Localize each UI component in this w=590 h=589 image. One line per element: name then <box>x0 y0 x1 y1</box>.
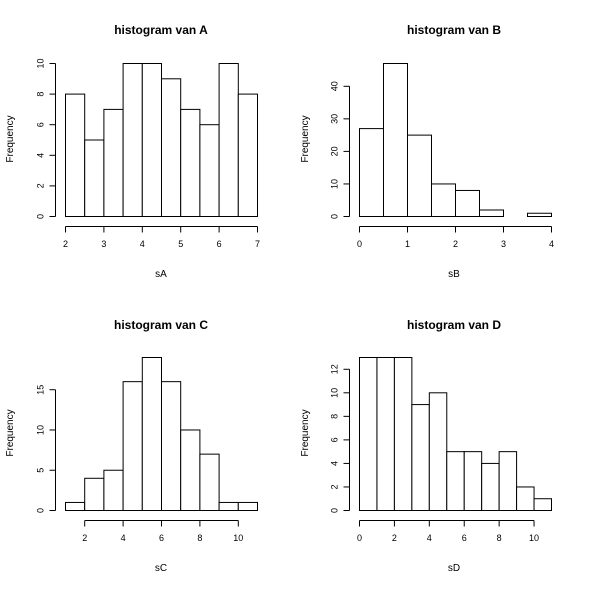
y-tick-label: 30 <box>329 114 339 124</box>
y-axis-title: Frequency <box>5 115 16 162</box>
y-axis-title: Frequency <box>300 115 311 162</box>
y-tick-label: 0 <box>329 508 339 513</box>
x-axis-title: sA <box>155 269 167 280</box>
y-tick-label: 4 <box>35 153 45 158</box>
histogram-bar <box>84 139 105 217</box>
x-tick-label: 3 <box>101 239 106 249</box>
histogram-bar <box>359 357 378 511</box>
histogram-bar <box>122 63 143 217</box>
histogram-bar <box>103 108 124 217</box>
histogram-bar <box>161 78 182 217</box>
panel-histogram-d: histogram van D sD Frequency 0 2 4 6 8 10 0 2 4 6… <box>300 318 553 574</box>
histogram-bar <box>411 404 430 512</box>
histogram-bar <box>481 462 500 511</box>
chart-title: histogram van C <box>114 318 208 332</box>
histogram-bar <box>199 453 220 512</box>
x-axis-title: sD <box>448 563 460 574</box>
x-tick-label: 2 <box>82 533 87 543</box>
histogram-bar <box>527 212 552 217</box>
y-tick-label: 40 <box>329 81 339 91</box>
y-tick-label: 2 <box>329 484 339 489</box>
histogram-bar <box>161 381 182 511</box>
histogram-bar <box>180 108 201 217</box>
histogram-bar <box>141 357 163 511</box>
histogram-bar <box>84 477 105 511</box>
y-tick-label: 15 <box>35 385 45 395</box>
y-tick-label: 10 <box>35 58 45 68</box>
y-tick-label: 4 <box>329 461 339 466</box>
histogram-bar <box>65 93 86 217</box>
histogram-bar <box>516 486 535 512</box>
x-axis-title: sB <box>448 269 460 280</box>
x-tick-label: 0 <box>357 239 362 249</box>
chart-title: histogram van B <box>407 23 501 37</box>
y-tick-label: 20 <box>329 146 339 156</box>
y-tick-label: 10 <box>35 425 45 435</box>
panel-histogram-a: histogram van A sA Frequency 2 3 4 5 6 7 0 2 4 6 8… <box>5 23 260 280</box>
x-tick-label: 6 <box>462 533 467 543</box>
y-tick-label: 0 <box>35 214 45 219</box>
y-axis-title: Frequency <box>300 409 311 456</box>
histogram-bar <box>407 134 432 217</box>
x-tick-label: 10 <box>529 533 539 543</box>
histogram-bar <box>237 93 259 217</box>
histogram-bar <box>103 469 124 512</box>
x-tick-label: 2 <box>392 533 397 543</box>
histogram-bar <box>218 501 239 511</box>
histogram-bar <box>65 501 86 511</box>
x-tick-label: 2 <box>453 239 458 249</box>
histogram-bar <box>455 189 480 217</box>
y-tick-label: 6 <box>329 437 339 442</box>
x-tick-label: 4 <box>427 533 432 543</box>
x-tick-label: 1 <box>405 239 410 249</box>
y-tick-label: 6 <box>35 122 45 127</box>
panel-histogram-c: histogram van C sC Frequency 2 4 6 8 10 0 5 10 1… <box>5 318 259 574</box>
y-axis-title: Frequency <box>5 409 16 456</box>
y-tick-label: 8 <box>329 414 339 419</box>
histogram-bar <box>141 63 163 217</box>
x-tick-label: 4 <box>121 533 126 543</box>
x-tick-label: 8 <box>197 533 202 543</box>
histogram-bar <box>218 63 239 217</box>
histogram-bar <box>479 209 504 218</box>
y-tick-label: 0 <box>35 508 45 513</box>
histogram-bar <box>180 429 201 512</box>
y-tick-label: 10 <box>329 388 339 398</box>
histogram-bar <box>376 357 395 511</box>
y-tick-label: 12 <box>329 364 339 374</box>
x-tick-label: 0 <box>357 533 362 543</box>
y-tick-label: 5 <box>35 468 45 473</box>
y-tick-label: 10 <box>329 179 339 189</box>
histogram-bar <box>359 128 384 217</box>
x-tick-label: 3 <box>501 239 506 249</box>
x-tick-label: 4 <box>140 239 145 249</box>
histogram-bar <box>533 498 553 512</box>
panel-histogram-b: histogram van B sB Frequency 0 1 2 3 4010203… <box>300 23 554 280</box>
y-tick-label: 0 <box>329 214 339 219</box>
x-tick-label: 8 <box>497 533 502 543</box>
histogram-bar <box>122 381 143 511</box>
x-tick-label: 7 <box>255 239 260 249</box>
histogram-bar <box>199 124 220 217</box>
x-tick-label: 10 <box>233 533 243 543</box>
histogram-bar <box>446 451 465 511</box>
y-tick-label: 8 <box>35 92 45 97</box>
histogram-bar <box>393 357 413 511</box>
histogram-bar <box>498 451 518 511</box>
histogram-bar <box>383 63 408 217</box>
chart-title: histogram van D <box>407 318 501 332</box>
x-tick-label: 4 <box>549 239 554 249</box>
histogram-bar <box>237 501 259 511</box>
histogram-bar <box>428 392 448 511</box>
y-tick-label: 2 <box>35 183 45 188</box>
histogram-bar <box>463 451 483 511</box>
histogram-bar <box>431 183 456 217</box>
chart-title: histogram van A <box>114 23 208 37</box>
x-tick-label: 6 <box>159 533 164 543</box>
x-tick-label: 5 <box>178 239 183 249</box>
x-tick-label: 2 <box>63 239 68 249</box>
x-axis-title: sC <box>155 563 167 574</box>
x-tick-label: 6 <box>217 239 222 249</box>
